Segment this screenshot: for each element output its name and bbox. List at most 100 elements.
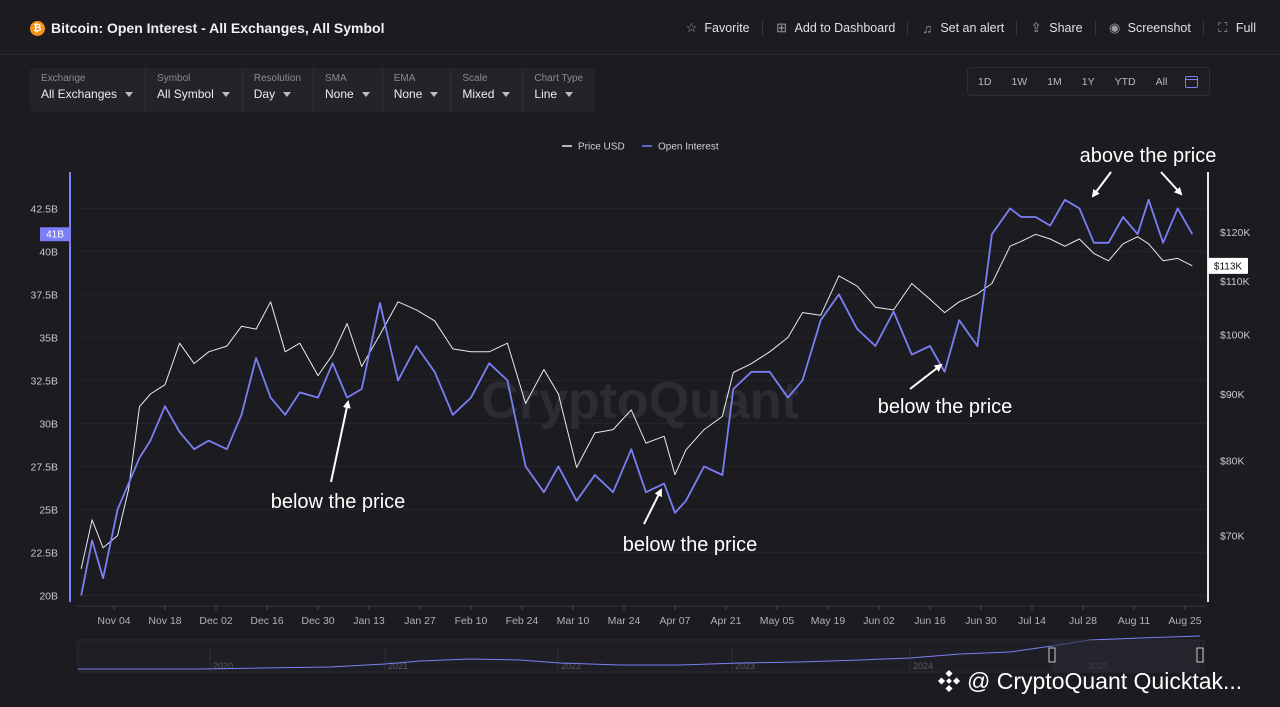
range-all-button[interactable]: All <box>1155 75 1168 88</box>
x-tick-label: Dec 02 <box>199 615 232 627</box>
x-tick-label: Aug 25 <box>1168 615 1201 627</box>
y-right-tick-label: $70K <box>1220 531 1245 543</box>
header-actions: ☆ Favorite ⊞ Add to Dashboard ♫ Set an aler… <box>672 20 1268 36</box>
star-icon: ☆ <box>685 20 698 35</box>
symbol-select[interactable]: Symbol All Symbol <box>145 68 242 112</box>
price-usd-line <box>80 233 1193 569</box>
annotation-text: below the price <box>271 491 406 513</box>
exchange-select[interactable]: Exchange All Exchanges <box>30 68 145 112</box>
x-tick-label: Jul 14 <box>1018 615 1046 627</box>
y-left-tick-label: 35B <box>39 332 58 344</box>
annotation-arrow <box>909 363 943 390</box>
x-tick-label: Jan 27 <box>404 615 436 627</box>
range-1d-button[interactable]: 1D <box>978 75 992 88</box>
chevron-down-icon <box>430 91 439 97</box>
x-tick-label: Mar 24 <box>608 615 641 627</box>
chart-watermark: CryptoQuant <box>481 372 799 430</box>
resolution-label: Resolution <box>253 73 301 84</box>
y-left-tick-label: 22.5B <box>31 547 58 559</box>
chevron-down-icon <box>361 91 370 97</box>
chart-type-select[interactable]: Chart Type Line <box>522 68 595 112</box>
range-ytd-button[interactable]: YTD <box>1114 75 1136 88</box>
chart-controls: Exchange All Exchanges Symbol All Symbol R… <box>30 68 596 112</box>
x-tick-label: Dec 16 <box>250 615 283 627</box>
calendar-icon[interactable] <box>1185 75 1199 88</box>
chart-type-label: Chart Type <box>534 73 584 84</box>
chart-type-value: Line <box>534 87 558 101</box>
sma-select[interactable]: SMA None <box>313 68 382 112</box>
sma-value: None <box>325 87 354 101</box>
y-right-tick-label: $90K <box>1220 389 1245 401</box>
oi-current-badge <box>40 227 70 242</box>
x-tick-label: May 19 <box>811 615 846 627</box>
exchange-value: All Exchanges <box>41 87 118 101</box>
title-wrap: ₿ Bitcoin: Open Interest - All Exchanges… <box>30 20 384 36</box>
chevron-down-icon <box>565 91 574 97</box>
navigator-selection <box>1052 640 1200 672</box>
fullscreen-button[interactable]: ⛶ Full <box>1202 20 1268 36</box>
y-left-tick-label: 20B <box>39 590 58 602</box>
y-left-tick-label: 25B <box>39 504 58 516</box>
y-right-tick-label: $120K <box>1220 227 1250 239</box>
scale-select[interactable]: Scale Mixed <box>450 68 522 112</box>
chevron-down-icon <box>221 91 230 97</box>
ema-select[interactable]: EMA None <box>381 68 451 112</box>
annotation-text: below the price <box>878 396 1013 418</box>
time-range-selector: 1D 1W 1M 1Y YTD All <box>967 67 1211 96</box>
scale-value: Mixed <box>462 87 495 101</box>
annotation-text: below the price <box>623 534 758 556</box>
navigator-handle-right <box>1196 647 1204 663</box>
navigator-line <box>78 635 1201 670</box>
add-to-dashboard-label: Add to Dashboard <box>794 21 896 35</box>
annotation-text: above the price <box>1080 145 1217 167</box>
favorite-button[interactable]: ☆ Favorite <box>672 20 761 36</box>
x-tick-label: Feb 10 <box>455 615 488 627</box>
x-tick-label: Mar 10 <box>557 615 590 627</box>
x-tick-label: Jan 13 <box>353 615 385 627</box>
x-tick-label: Feb 24 <box>506 615 539 627</box>
navigator-year-label: 2022 <box>561 661 581 671</box>
y-left-tick-label: 27.5B <box>31 461 58 473</box>
range-1m-button[interactable]: 1M <box>1047 75 1062 88</box>
x-tick-label: Apr 07 <box>660 615 691 627</box>
x-tick-label: Aug 11 <box>1118 615 1151 627</box>
range-1w-button[interactable]: 1W <box>1011 75 1028 88</box>
x-tick-label: Apr 21 <box>711 615 742 627</box>
bitcoin-icon: ₿ <box>30 20 45 36</box>
set-alert-button[interactable]: ♫ Set an alert <box>907 20 1016 36</box>
sma-label: SMA <box>325 73 347 84</box>
y-right-tick-label: $110K <box>1220 276 1250 288</box>
range-1y-button[interactable]: 1Y <box>1081 75 1095 88</box>
camera-icon: ◉ <box>1108 20 1121 35</box>
chevron-down-icon <box>125 91 134 97</box>
legend-open-interest: Open Interest <box>658 142 719 153</box>
y-right-tick-label: $100K <box>1220 330 1250 342</box>
screenshot-label: Screenshot <box>1127 21 1191 35</box>
navigator-panel <box>77 639 1205 673</box>
navigator-year-label: 2023 <box>735 661 755 671</box>
share-button[interactable]: ⇪ Share <box>1016 20 1094 36</box>
credit-watermark: @ CryptoQuant Quicktak... <box>937 666 1242 696</box>
navigator-year-label: 2020 <box>213 661 233 671</box>
x-tick-label: Jun 30 <box>965 615 997 627</box>
y-right-tick-label: $80K <box>1220 455 1245 467</box>
share-icon: ⇪ <box>1030 20 1042 35</box>
resolution-select[interactable]: Resolution Day <box>241 68 313 112</box>
scale-label: Scale <box>462 73 488 84</box>
navigator-handle-left <box>1048 647 1056 663</box>
add-to-dashboard-button[interactable]: ⊞ Add to Dashboard <box>761 20 908 36</box>
annotation-arrow <box>1091 171 1112 198</box>
open-interest-line <box>80 198 1194 596</box>
symbol-label: Symbol <box>157 73 191 84</box>
y-left-tick-label: 40B <box>39 246 58 258</box>
price-current-badge <box>1208 257 1248 274</box>
chart-canvas[interactable]: CryptoQuant 20B 22.5B 25B 27.5B 30B 32.5B 35B 37… <box>0 128 1280 676</box>
favorite-label: Favorite <box>704 21 750 35</box>
fullscreen-icon: ⛶ <box>1218 20 1228 35</box>
x-tick-label: Dec 30 <box>301 615 334 627</box>
dashboard-add-icon: ⊞ <box>776 20 787 35</box>
screenshot-button[interactable]: ◉ Screenshot <box>1094 20 1203 36</box>
bell-icon: ♫ <box>922 20 933 36</box>
binance-square-icon <box>937 669 961 693</box>
